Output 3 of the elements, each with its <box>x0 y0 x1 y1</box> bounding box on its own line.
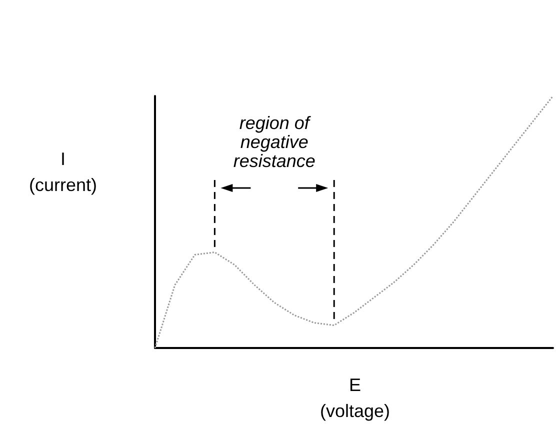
y-axis-title: I (current) <box>28 148 98 197</box>
annotation: region of negative resistance <box>232 113 316 171</box>
x-axis-title: E (voltage) <box>318 374 392 423</box>
